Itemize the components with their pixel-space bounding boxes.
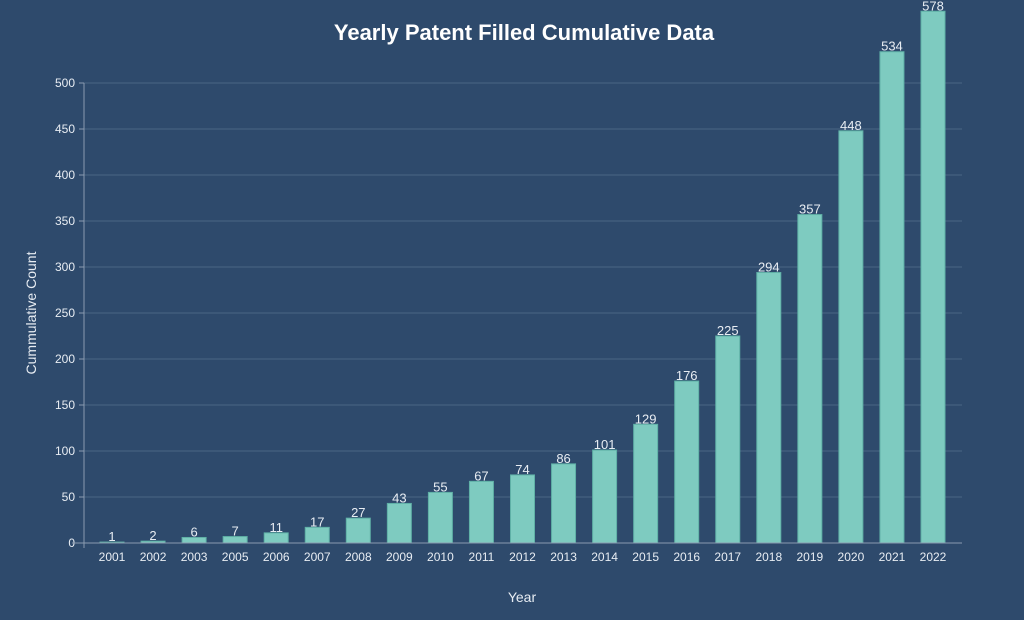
- data-label-2020: 448: [840, 118, 862, 133]
- x-tick-label: 2014: [591, 550, 618, 564]
- bar-2020: [838, 130, 864, 544]
- bar-2017: [715, 335, 741, 544]
- x-axis-label: Year: [508, 589, 537, 605]
- data-label-2005: 7: [232, 524, 239, 539]
- y-tick-label: 50: [62, 490, 76, 504]
- data-label-2014: 101: [594, 437, 616, 452]
- x-tick-label: 2012: [509, 550, 536, 564]
- bar-2012: [510, 474, 535, 544]
- data-label-2003: 6: [190, 524, 197, 539]
- data-label-2009: 43: [392, 490, 406, 505]
- chart-title: Yearly Patent Filled Cumulative Data: [334, 20, 715, 45]
- x-tick-label: 2013: [550, 550, 577, 564]
- x-tick-label: 2007: [304, 550, 331, 564]
- x-tick-label: 2009: [386, 550, 413, 564]
- bar-2015: [633, 423, 659, 544]
- data-label-2022: 578: [922, 0, 944, 13]
- data-label-2021: 534: [881, 39, 903, 54]
- data-label-2018: 294: [758, 260, 780, 275]
- data-label-2017: 225: [717, 323, 739, 338]
- x-tick-label: 2010: [427, 550, 454, 564]
- y-tick-label: 450: [55, 122, 75, 136]
- y-tick-label: 300: [55, 260, 75, 274]
- data-label-2008: 27: [351, 505, 365, 520]
- data-label-2011: 67: [474, 468, 488, 483]
- bar-2014: [592, 449, 618, 544]
- data-label-2019: 357: [799, 202, 821, 217]
- bar-2008: [345, 517, 371, 544]
- y-tick-label: 500: [55, 76, 75, 90]
- x-tick-label: 2003: [181, 550, 208, 564]
- bar-2010: [427, 491, 453, 544]
- bar-2016: [674, 380, 700, 544]
- data-label-2016: 176: [676, 368, 698, 383]
- x-tick-label: 2020: [838, 550, 865, 564]
- data-label-2002: 2: [149, 528, 156, 543]
- y-tick-label: 200: [55, 352, 75, 366]
- data-label-2006: 11: [269, 520, 283, 535]
- y-tick-label: 100: [55, 444, 75, 458]
- x-tick-label: 2015: [632, 550, 659, 564]
- x-tick-label: 2021: [879, 550, 906, 564]
- bar-2019: [797, 214, 823, 544]
- data-label-2007: 17: [310, 514, 324, 529]
- y-tick-label: 0: [68, 536, 75, 550]
- bar-2007: [304, 526, 330, 544]
- x-tick-label: 2011: [469, 550, 495, 564]
- x-tick-label: 2002: [140, 550, 167, 564]
- data-label-2001: 1: [108, 529, 115, 544]
- y-axis-label: Cummulative Count: [23, 251, 39, 374]
- x-tick-label: 2017: [714, 550, 741, 564]
- x-tick-label: 2016: [673, 550, 700, 564]
- bar-2009: [386, 502, 412, 544]
- bar-2013: [551, 463, 577, 544]
- y-tick-label: 350: [55, 214, 75, 228]
- bar-2022: [920, 10, 946, 544]
- y-tick-label: 400: [55, 168, 75, 182]
- y-tick-label: 150: [55, 398, 75, 412]
- y-tick-label: 250: [55, 306, 75, 320]
- x-tick-label: 2019: [796, 550, 823, 564]
- x-tick-label: 2005: [222, 550, 249, 564]
- x-tick-label: 2001: [99, 550, 126, 564]
- data-label-2015: 129: [635, 411, 657, 426]
- data-label-2012: 74: [515, 462, 529, 477]
- data-label-2010: 55: [433, 479, 447, 494]
- x-tick-label: 2022: [920, 550, 947, 564]
- bar-2018: [756, 272, 782, 544]
- bar-2011: [468, 480, 494, 544]
- bar-2021: [879, 51, 905, 544]
- x-tick-label: 2018: [755, 550, 782, 564]
- data-label-2013: 86: [556, 451, 570, 466]
- x-tick-label: 2008: [345, 550, 372, 564]
- x-tick-label: 2006: [263, 550, 290, 564]
